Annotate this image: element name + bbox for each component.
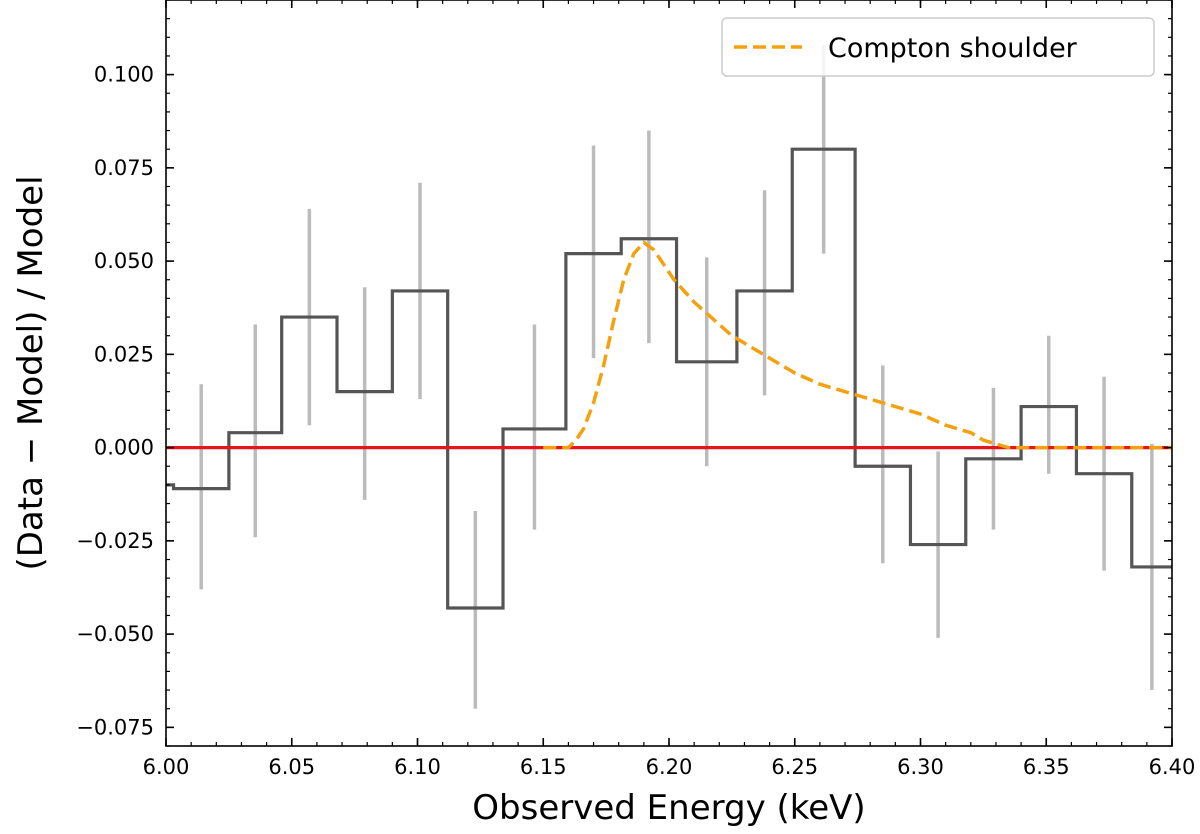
- residual-step-line: [166, 147, 1172, 610]
- legend-compton-label: Compton shoulder: [828, 33, 1078, 64]
- plot-frame: [165, 0, 1173, 747]
- y-tick-label: −0.025: [76, 529, 154, 553]
- axis-ticks: 6.00 6.05 6.10 6.15 6.20 6.25 6.30 6.35 6.40 −0.0…: [76, 0, 1195, 779]
- x-tick-label: 6.35: [1023, 755, 1070, 779]
- x-tick-label: 6.20: [646, 755, 693, 779]
- legend-box: [721, 17, 1155, 77]
- y-tick-label: −0.075: [76, 715, 154, 739]
- x-axis-label: Observed Energy (keV): [472, 788, 865, 828]
- x-tick-label: 6.10: [394, 755, 441, 779]
- x-tick-label: 6.40: [1149, 755, 1196, 779]
- y-tick-label: −0.050: [76, 622, 154, 646]
- x-tick-label: 6.00: [143, 755, 190, 779]
- y-tick-label: 0.075: [94, 156, 154, 180]
- x-tick-label: 6.05: [268, 755, 315, 779]
- legend: Compton shoulder: [721, 17, 1155, 77]
- x-tick-label: 6.25: [771, 755, 818, 779]
- x-tick-label: 6.15: [520, 755, 567, 779]
- y-tick-label: 0.000: [94, 436, 154, 460]
- plot-area: [166, 44, 1172, 709]
- x-tick-label: 6.30: [897, 755, 944, 779]
- y-tick-label: 0.050: [94, 249, 154, 273]
- y-axis-label: (Data − Model) / Model: [11, 175, 51, 570]
- y-tick-label: 0.025: [94, 342, 154, 366]
- y-tick-label: 0.100: [94, 63, 154, 87]
